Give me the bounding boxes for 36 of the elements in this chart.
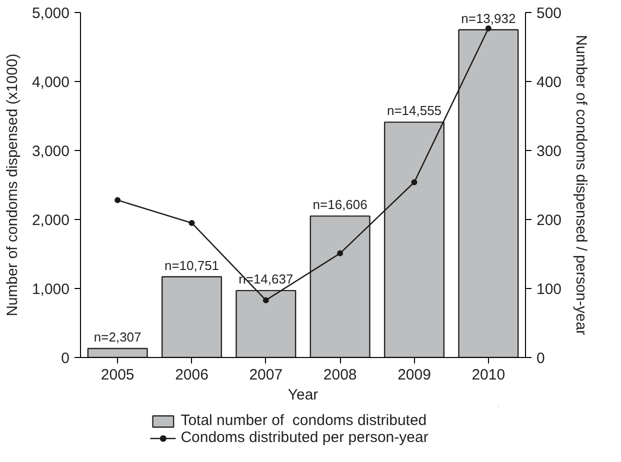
y-tick-label: 2,000	[32, 212, 70, 229]
y2-tick-label: 500	[536, 5, 562, 22]
point	[262, 297, 269, 304]
point	[485, 25, 492, 32]
annotation: n=13,932	[461, 10, 516, 26]
annotation: n=10,751	[164, 258, 220, 273]
y-axis-title: Number of condoms dispensed (x1000)	[4, 54, 21, 316]
point	[114, 197, 121, 204]
legend-label: Condoms distributed per person-year	[180, 429, 428, 446]
y-tick-label: 0	[61, 350, 70, 367]
y-tick-label: 1,000	[32, 281, 70, 298]
y2-tick-label: 400	[536, 74, 562, 91]
y2-axis-title: Number of condoms dispensed / person-year	[572, 34, 590, 336]
annotation: n=2,307	[94, 330, 142, 345]
point	[337, 250, 344, 256]
y-tick-label: 4,000	[32, 74, 70, 91]
y-tick-label: 5,000	[32, 5, 70, 22]
x-tick-label: 2009	[398, 366, 431, 384]
point	[188, 220, 195, 226]
x-axis-title: Year	[288, 386, 318, 404]
y-tick-label: 3,000	[32, 143, 70, 160]
point	[411, 179, 418, 186]
bar	[161, 276, 222, 358]
x-tick-label: 2007	[249, 366, 283, 384]
x-tick-label: 2010	[472, 366, 506, 384]
x-tick-label: 2006	[175, 366, 208, 384]
y2-tick-label: 300	[536, 143, 562, 160]
bar	[87, 348, 148, 358]
annotation: n=16,606	[312, 197, 368, 212]
x-tick-label: 2005	[100, 366, 134, 384]
x-tick-label: 2008	[323, 366, 357, 384]
legend-label: Total number of condoms distributed	[180, 412, 427, 429]
y2-tick-label: 200	[536, 212, 562, 229]
y2-tick-label: 0	[536, 350, 545, 367]
y2-tick-label: 100	[536, 281, 562, 298]
annotation: n=14,555	[386, 103, 442, 118]
